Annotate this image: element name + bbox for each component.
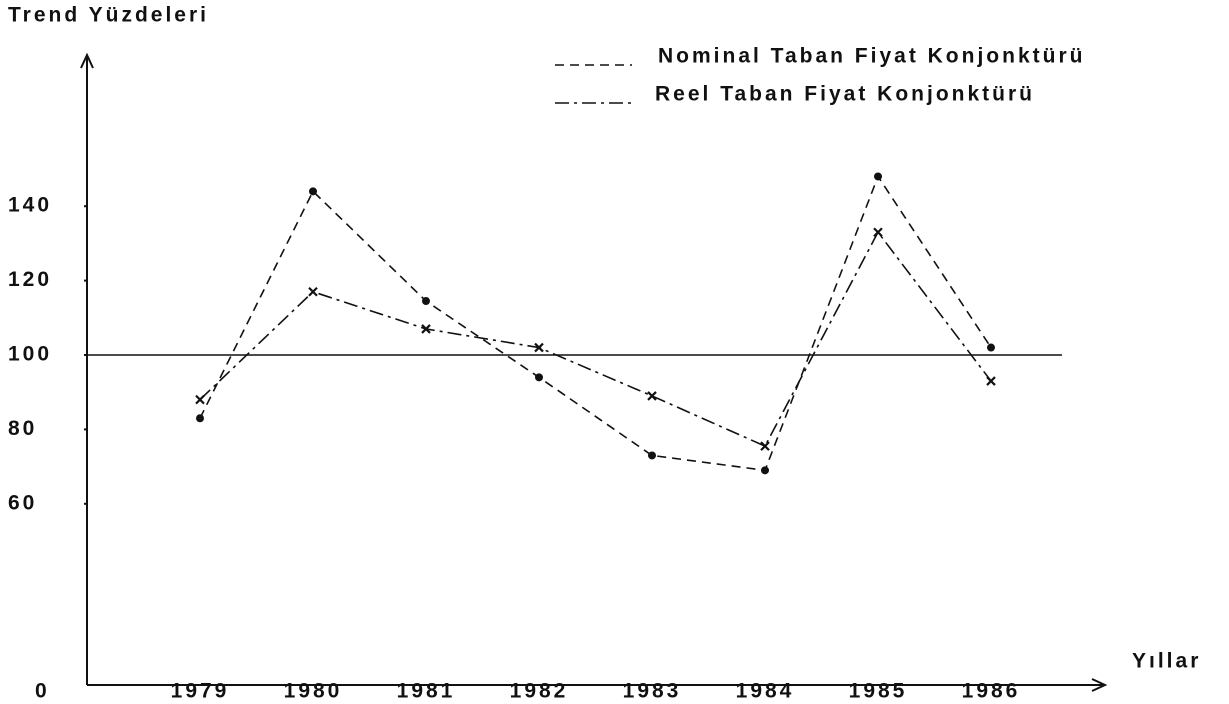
point — [309, 187, 317, 196]
y-tick-label: 80 — [8, 417, 37, 440]
point — [421, 324, 431, 334]
point — [874, 172, 882, 181]
point — [986, 376, 996, 386]
y-axis — [80, 52, 94, 685]
point — [534, 342, 544, 353]
x-tick-label: 1983 — [623, 680, 682, 703]
point — [873, 227, 883, 238]
series-line — [199, 230, 992, 448]
x-axis — [87, 678, 1108, 692]
point — [535, 373, 543, 382]
point — [648, 451, 656, 460]
series-line — [199, 174, 992, 472]
point — [987, 343, 995, 352]
x-tick-label: 1982 — [510, 680, 569, 703]
x-tick-label: 1979 — [171, 680, 230, 703]
x-axis-title: Yıllar — [1132, 650, 1201, 673]
point — [196, 414, 204, 423]
origin-label: 0 — [35, 680, 50, 703]
x-tick-label: 1980 — [284, 680, 343, 703]
y-tick-label: 120 — [8, 268, 52, 291]
point — [761, 466, 769, 475]
y-tick-label: 140 — [8, 194, 52, 217]
x-tick-label: 1985 — [849, 680, 908, 703]
legend-label: Nominal Taban Fiyat Konjonktürü — [658, 45, 1085, 68]
point — [760, 441, 770, 451]
point — [195, 394, 205, 405]
x-tick-label: 1984 — [736, 680, 795, 703]
legend-label: Reel Taban Fiyat Konjonktürü — [655, 83, 1035, 106]
x-tick-label: 1986 — [962, 680, 1021, 703]
point — [308, 286, 318, 297]
y-tick-label: 60 — [8, 491, 37, 514]
y-tick-label: 100 — [8, 343, 52, 366]
point — [647, 391, 657, 401]
y-axis-title: Trend Yüzdeleri — [8, 4, 209, 27]
point — [422, 297, 430, 306]
x-tick-label: 1981 — [397, 680, 456, 703]
